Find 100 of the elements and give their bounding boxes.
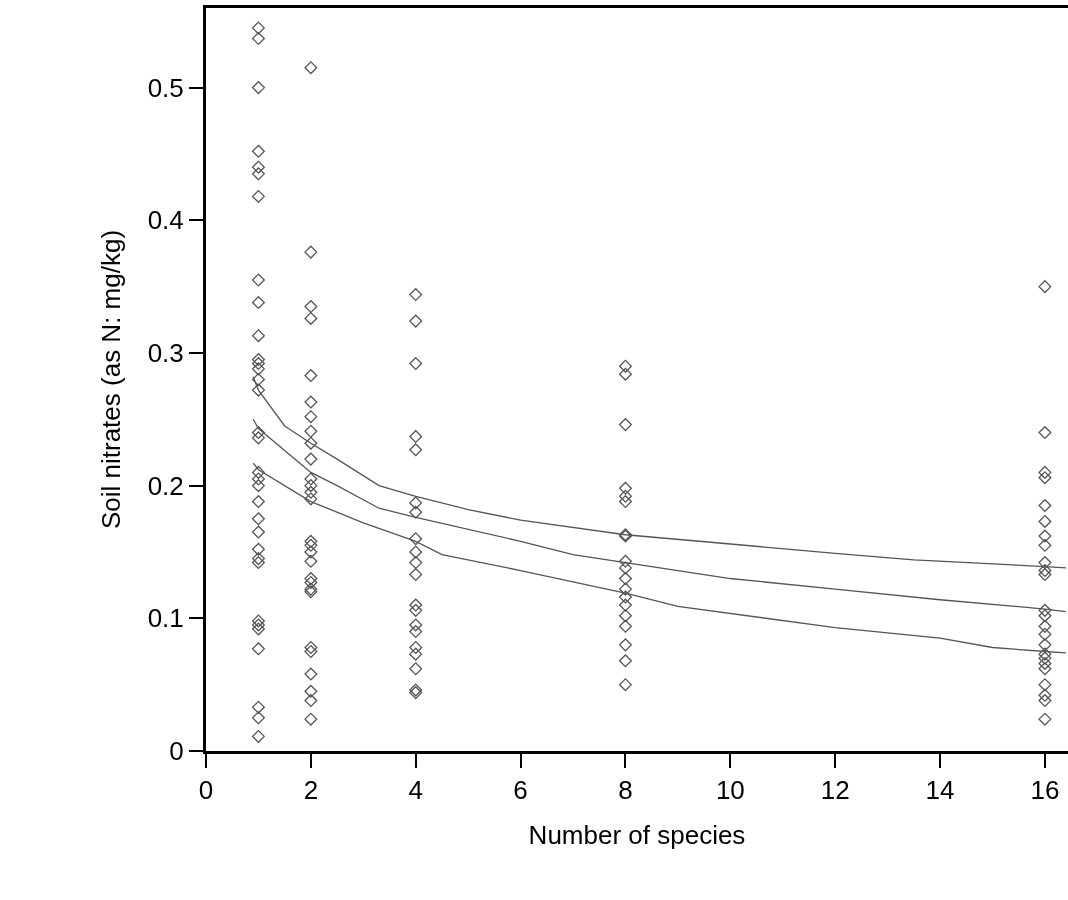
- point: [251, 556, 265, 570]
- point: [251, 353, 265, 367]
- point: [1038, 538, 1052, 552]
- point: [251, 479, 265, 493]
- point: [251, 189, 265, 203]
- x-tick-label: 8: [618, 775, 633, 806]
- y-tick-label: 0.2: [147, 470, 184, 501]
- point: [409, 314, 423, 328]
- point: [1038, 694, 1052, 708]
- y-tick-label: 0.4: [147, 205, 184, 236]
- point: [304, 300, 318, 314]
- point: [304, 576, 318, 589]
- point: [251, 614, 265, 628]
- point: [1038, 465, 1052, 479]
- point: [618, 481, 632, 495]
- point: [251, 512, 265, 526]
- point: [304, 667, 318, 681]
- point: [251, 711, 265, 725]
- y-tick-label: 0.1: [147, 603, 184, 634]
- point: [1038, 529, 1052, 543]
- point: [304, 684, 318, 698]
- point: [251, 329, 265, 343]
- point: [409, 288, 423, 302]
- point: [618, 678, 632, 692]
- point: [304, 424, 318, 438]
- point: [251, 273, 265, 287]
- point: [409, 505, 423, 519]
- x-tick-label: 10: [715, 775, 745, 806]
- point: [251, 362, 265, 376]
- point: [304, 479, 318, 493]
- point: [618, 367, 632, 381]
- point: [251, 465, 265, 479]
- point: [618, 418, 632, 432]
- x-tick-label: 2: [303, 775, 319, 806]
- point: [304, 538, 318, 552]
- y-tick-label: 0.5: [147, 72, 184, 103]
- point: [251, 426, 265, 440]
- point: [409, 443, 423, 457]
- point: [409, 545, 423, 559]
- point: [618, 638, 632, 652]
- point: [304, 572, 318, 586]
- point: [409, 357, 423, 371]
- point: [409, 556, 423, 570]
- point: [251, 642, 265, 656]
- point: [251, 167, 265, 181]
- point: [409, 647, 423, 661]
- x-tick-label: 14: [925, 775, 955, 806]
- point: [251, 296, 265, 310]
- point: [618, 598, 632, 612]
- point: [409, 618, 423, 632]
- point: [1038, 280, 1052, 294]
- point: [1038, 619, 1052, 633]
- point: [1038, 603, 1052, 617]
- point: [251, 542, 265, 556]
- point: [304, 472, 318, 486]
- point: [409, 603, 423, 617]
- y-axis-title: Soil nitrates (as N: mg/kg): [96, 229, 127, 530]
- point: [251, 622, 265, 636]
- point: [304, 369, 318, 383]
- point: [304, 485, 318, 499]
- point: [251, 552, 265, 566]
- point: [1038, 426, 1052, 440]
- point: [1038, 678, 1052, 692]
- point: [251, 431, 265, 445]
- point: [304, 61, 318, 75]
- point: [618, 489, 632, 503]
- x-tick-label: 0: [198, 775, 214, 806]
- point: [618, 609, 632, 623]
- point: [409, 625, 423, 639]
- point: [409, 430, 423, 444]
- point: [618, 582, 632, 596]
- point: [304, 245, 318, 259]
- point: [618, 554, 632, 568]
- point: [251, 81, 265, 95]
- point: [618, 495, 632, 509]
- point: [1038, 627, 1052, 641]
- point: [251, 144, 265, 158]
- y-tick-label: 0: [169, 736, 184, 767]
- point: [251, 618, 265, 632]
- point: [409, 641, 423, 655]
- point: [618, 590, 632, 604]
- point: [251, 357, 265, 371]
- point: [409, 662, 423, 676]
- point: [304, 554, 318, 568]
- point: [1038, 568, 1052, 582]
- point: [251, 495, 265, 509]
- point: [304, 492, 318, 506]
- x-tick-label: 12: [820, 775, 850, 806]
- point: [304, 436, 318, 450]
- point: [304, 311, 318, 325]
- point: [1038, 609, 1052, 623]
- point: [304, 410, 318, 424]
- point: [304, 712, 318, 726]
- point: [251, 729, 265, 743]
- y-tick-label: 0.3: [147, 338, 184, 369]
- point: [409, 532, 423, 546]
- point: [304, 545, 318, 559]
- point: [251, 383, 265, 397]
- point: [304, 694, 318, 708]
- point: [618, 654, 632, 668]
